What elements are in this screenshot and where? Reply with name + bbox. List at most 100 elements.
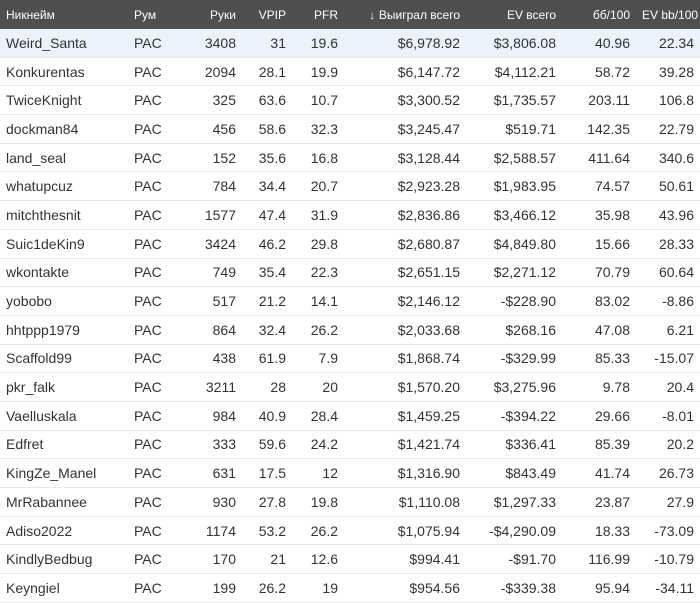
table-row[interactable]: Weird_Santa PAC 3408 31 19.6 $6,978.92 $3,806.…	[0, 29, 700, 58]
cell-vpip: 32.4	[242, 315, 292, 345]
cell-won-total: $2,680.87	[344, 229, 466, 259]
col-header-nickname[interactable]: Никнейм	[0, 0, 128, 29]
col-header-won-total[interactable]: ↓ Выиграл всего	[344, 0, 466, 29]
table-row[interactable]: Keyngiel PAC 199 26.2 19 $954.56 -$339.38 95.94…	[0, 573, 700, 603]
cell-nickname: TwiceKnight	[0, 85, 128, 116]
cell-pfr: 20	[292, 372, 344, 402]
cell-ev-total: $268.16	[466, 315, 562, 345]
cell-ev-total: -$228.90	[466, 286, 562, 316]
cell-hands: 517	[180, 286, 242, 316]
cell-room: PAC	[128, 143, 180, 173]
cell-room: PAC	[128, 85, 180, 116]
cell-ev-total: $2,588.57	[466, 143, 562, 173]
cell-nickname: yobobo	[0, 286, 128, 316]
cell-bb100: 47.08	[562, 315, 636, 345]
cell-nickname: land_seal	[0, 143, 128, 173]
cell-room: PAC	[128, 171, 180, 202]
cell-pfr: 16.8	[292, 143, 344, 173]
cell-ev-total: -$394.22	[466, 401, 562, 431]
cell-nickname: KingZe_Manel	[0, 458, 128, 488]
cell-ev-total: -$339.38	[466, 573, 562, 603]
table-row[interactable]: dockman84 PAC 456 58.6 32.3 $3,245.47 $519.71 1…	[0, 114, 700, 144]
cell-ev-bb100: 28.33	[636, 229, 700, 259]
cell-bb100: 40.96	[562, 29, 636, 58]
table-row[interactable]: wkontakte PAC 749 35.4 22.3 $2,651.15 $2,271.1…	[0, 258, 700, 288]
cell-vpip: 34.4	[242, 171, 292, 202]
cell-pfr: 28.4	[292, 401, 344, 431]
col-header-ev-bb100[interactable]: EV bb/100	[636, 0, 700, 29]
cell-nickname: mitchthesnit	[0, 200, 128, 230]
table-row[interactable]: Scaffold99 PAC 438 61.9 7.9 $1,868.74 -$329.99…	[0, 344, 700, 374]
cell-vpip: 59.6	[242, 430, 292, 460]
cell-bb100: 411.64	[562, 143, 636, 173]
cell-pfr: 26.2	[292, 315, 344, 345]
cell-vpip: 47.4	[242, 200, 292, 230]
table-row[interactable]: MrRabannee PAC 930 27.8 19.8 $1,110.08 $1,297.…	[0, 487, 700, 517]
cell-vpip: 63.6	[242, 85, 292, 116]
cell-ev-total: $2,271.12	[466, 258, 562, 288]
cell-room: PAC	[128, 430, 180, 460]
col-header-room[interactable]: Рум	[128, 0, 180, 29]
cell-ev-bb100: 20.4	[636, 372, 700, 402]
cell-won-total: $3,128.44	[344, 143, 466, 173]
cell-vpip: 35.4	[242, 258, 292, 288]
cell-room: PAC	[128, 29, 180, 58]
col-header-bb100[interactable]: бб/100	[562, 0, 636, 29]
col-header-pfr[interactable]: PFR	[292, 0, 344, 29]
cell-bb100: 142.35	[562, 114, 636, 144]
table-row[interactable]: whatupcuz PAC 784 34.4 20.7 $2,923.28 $1,983.9…	[0, 171, 700, 202]
cell-room: PAC	[128, 573, 180, 603]
table-row[interactable]: KingZe_Manel PAC 631 17.5 12 $1,316.90 $843.49…	[0, 458, 700, 488]
cell-ev-total: $4,849.80	[466, 229, 562, 259]
table-row[interactable]: pkr_falk PAC 3211 28 20 $1,570.20 $3,275.96 9.7…	[0, 372, 700, 402]
table-row[interactable]: Adiso2022 PAC 1174 53.2 26.2 $1,075.94 -$4,290…	[0, 516, 700, 546]
cell-bb100: 70.79	[562, 258, 636, 288]
cell-hands: 456	[180, 114, 242, 144]
cell-ev-bb100: 20.2	[636, 430, 700, 460]
table-row[interactable]: mitchthesnit PAC 1577 47.4 31.9 $2,836.86 $3,4…	[0, 200, 700, 230]
cell-nickname: whatupcuz	[0, 171, 128, 202]
cell-pfr: 19	[292, 573, 344, 603]
cell-pfr: 32.3	[292, 114, 344, 144]
col-header-ev-total[interactable]: EV всего	[466, 0, 562, 29]
cell-hands: 152	[180, 143, 242, 173]
cell-ev-bb100: 22.79	[636, 114, 700, 144]
table-row[interactable]: Vaelluskala PAC 984 40.9 28.4 $1,459.25 -$394.…	[0, 401, 700, 431]
cell-ev-bb100: 22.34	[636, 29, 700, 58]
table-row[interactable]: land_seal PAC 152 35.6 16.8 $3,128.44 $2,588.5…	[0, 143, 700, 173]
cell-hands: 631	[180, 458, 242, 488]
cell-bb100: 58.72	[562, 57, 636, 87]
cell-bb100: 15.66	[562, 229, 636, 259]
col-header-vpip[interactable]: VPIP	[242, 0, 292, 29]
table-row[interactable]: yobobo PAC 517 21.2 14.1 $2,146.12 -$228.90 83.…	[0, 286, 700, 316]
cell-nickname: KindlyBedbug	[0, 544, 128, 575]
cell-room: PAC	[128, 114, 180, 144]
cell-ev-bb100: -10.79	[636, 544, 700, 575]
cell-nickname: hhtppp1979	[0, 315, 128, 345]
cell-ev-total: $1,983.95	[466, 171, 562, 202]
cell-room: PAC	[128, 57, 180, 87]
cell-hands: 438	[180, 344, 242, 374]
cell-hands: 984	[180, 401, 242, 431]
table-row[interactable]: KindlyBedbug PAC 170 21 12.6 $994.41 -$91.70 11…	[0, 544, 700, 575]
col-header-hands[interactable]: Руки	[180, 0, 242, 29]
cell-won-total: $1,570.20	[344, 372, 466, 402]
cell-ev-total: $336.41	[466, 430, 562, 460]
cell-nickname: pkr_falk	[0, 372, 128, 402]
cell-won-total: $1,110.08	[344, 487, 466, 517]
cell-won-total: $2,651.15	[344, 258, 466, 288]
table-row[interactable]: TwiceKnight PAC 325 63.6 10.7 $3,300.52 $1,735…	[0, 85, 700, 116]
cell-vpip: 26.2	[242, 573, 292, 603]
cell-nickname: MrRabannee	[0, 487, 128, 517]
cell-ev-total: $843.49	[466, 458, 562, 488]
cell-ev-bb100: 50.61	[636, 171, 700, 202]
table-row[interactable]: Konkurentas PAC 2094 28.1 19.9 $6,147.72 $4,11…	[0, 57, 700, 87]
cell-hands: 199	[180, 573, 242, 603]
table-row[interactable]: hhtppp1979 PAC 864 32.4 26.2 $2,033.68 $268.16…	[0, 315, 700, 345]
cell-nickname: Keyngiel	[0, 573, 128, 603]
table-row[interactable]: Edfret PAC 333 59.6 24.2 $1,421.74 $336.41 85.3…	[0, 430, 700, 460]
table-row[interactable]: Suic1deKin9 PAC 3424 46.2 29.8 $2,680.87 $4,84…	[0, 229, 700, 259]
cell-nickname: Edfret	[0, 430, 128, 460]
cell-pfr: 26.2	[292, 516, 344, 546]
cell-won-total: $2,923.28	[344, 171, 466, 202]
